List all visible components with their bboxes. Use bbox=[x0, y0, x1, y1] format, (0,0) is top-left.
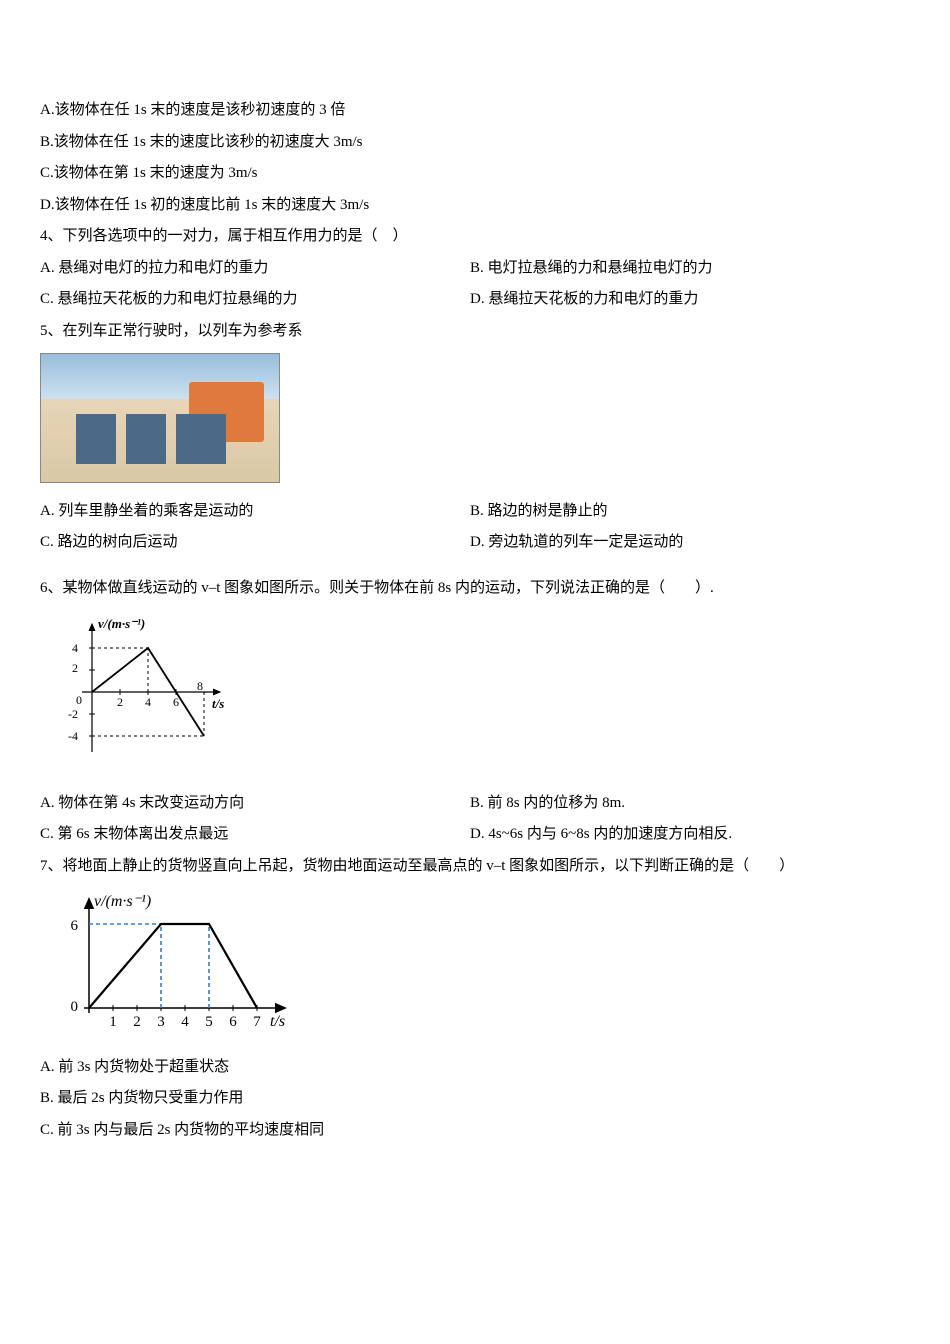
q7-option-b: B. 最后 2s 内货物只受重力作用 bbox=[40, 1083, 910, 1115]
svg-text:2: 2 bbox=[117, 695, 123, 709]
q4-option-d: D. 悬绳拉天花板的力和电灯的重力 bbox=[470, 284, 910, 316]
svg-text:v/(m·s⁻¹): v/(m·s⁻¹) bbox=[94, 893, 151, 910]
q3-option-d: D.该物体在任 1s 初的速度比前 1s 末的速度大 3m/s bbox=[40, 190, 910, 222]
svg-text:-4: -4 bbox=[68, 729, 78, 743]
q5-option-a: A. 列车里静坐着的乘客是运动的 bbox=[40, 496, 470, 528]
svg-text:1: 1 bbox=[109, 1014, 117, 1030]
svg-text:6: 6 bbox=[71, 918, 79, 934]
q7-option-a: A. 前 3s 内货物处于超重状态 bbox=[40, 1052, 910, 1084]
q5-option-b: B. 路边的树是静止的 bbox=[470, 496, 910, 528]
svg-text:7: 7 bbox=[253, 1014, 261, 1030]
q5-stem: 5、在列车正常行驶时，以列车为参考系 bbox=[40, 316, 910, 348]
q5-train-illustration bbox=[40, 353, 280, 483]
svg-text:0: 0 bbox=[76, 693, 82, 707]
svg-text:v/(m·s⁻¹): v/(m·s⁻¹) bbox=[98, 616, 145, 631]
q6-option-c: C. 第 6s 末物体离出发点最远 bbox=[40, 819, 470, 851]
svg-text:2: 2 bbox=[133, 1014, 141, 1030]
svg-text:-2: -2 bbox=[68, 707, 78, 721]
svg-text:4: 4 bbox=[145, 695, 151, 709]
q4-option-c: C. 悬绳拉天花板的力和电灯拉悬绳的力 bbox=[40, 284, 470, 316]
svg-text:t/s: t/s bbox=[212, 696, 224, 711]
q7-stem: 7、将地面上静止的货物竖直向上吊起，货物由地面运动至最高点的 v–t 图象如图所… bbox=[40, 851, 910, 883]
svg-text:6: 6 bbox=[173, 695, 179, 709]
svg-text:6: 6 bbox=[229, 1014, 237, 1030]
q3-option-b: B.该物体在任 1s 末的速度比该秒的初速度大 3m/s bbox=[40, 127, 910, 159]
q4-option-a: A. 悬绳对电灯的拉力和电灯的重力 bbox=[40, 253, 470, 285]
q3-option-c: C.该物体在第 1s 末的速度为 3m/s bbox=[40, 158, 910, 190]
q7-option-c: C. 前 3s 内与最后 2s 内货物的平均速度相同 bbox=[40, 1115, 910, 1147]
svg-text:4: 4 bbox=[181, 1014, 189, 1030]
svg-text:3: 3 bbox=[157, 1014, 165, 1030]
q4-stem: 4、下列各选项中的一对力，属于相互作用力的是（ ） bbox=[40, 221, 910, 253]
q7-vt-chart: 1 2 3 4 5 6 7 6 0 v/(m·s⁻¹) t/s bbox=[44, 888, 910, 1046]
q5-option-d: D. 旁边轨道的列车一定是运动的 bbox=[470, 527, 910, 559]
svg-text:t/s: t/s bbox=[270, 1013, 285, 1030]
q6-option-a: A. 物体在第 4s 末改变运动方向 bbox=[40, 788, 470, 820]
svg-text:5: 5 bbox=[205, 1014, 213, 1030]
svg-text:0: 0 bbox=[71, 999, 79, 1015]
q5-option-c: C. 路边的树向后运动 bbox=[40, 527, 470, 559]
q3-option-a: A.该物体在任 1s 末的速度是该秒初速度的 3 倍 bbox=[40, 95, 910, 127]
svg-text:2: 2 bbox=[72, 661, 78, 675]
q6-vt-chart: 4 2 0 -2 -4 2 4 6 8 v/(m·s⁻¹) t/s bbox=[52, 612, 910, 780]
q4-option-b: B. 电灯拉悬绳的力和悬绳拉电灯的力 bbox=[470, 253, 910, 285]
q6-option-b: B. 前 8s 内的位移为 8m. bbox=[470, 788, 910, 820]
q6-stem: 6、某物体做直线运动的 v–t 图象如图所示。则关于物体在前 8s 内的运动，下… bbox=[40, 573, 910, 605]
svg-text:8: 8 bbox=[197, 679, 203, 693]
q6-option-d: D. 4s~6s 内与 6~8s 内的加速度方向相反. bbox=[470, 819, 910, 851]
svg-text:4: 4 bbox=[72, 641, 78, 655]
